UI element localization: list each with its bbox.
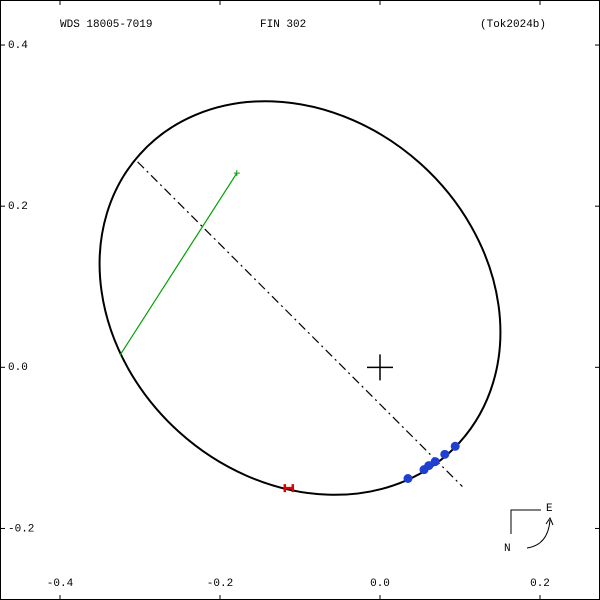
- compass-arrow: [526, 519, 551, 549]
- point: [430, 457, 440, 467]
- x-tick-label: -0.4: [47, 578, 74, 590]
- line-end-plus: [233, 170, 240, 177]
- header-left: WDS 18005-7019: [60, 19, 152, 31]
- y-tick-label: 0.4: [8, 40, 28, 52]
- line: [137, 161, 463, 487]
- header-center: FIN 302: [260, 19, 306, 31]
- y-tick-label: 0.2: [8, 201, 28, 213]
- compass-east: E: [546, 503, 553, 515]
- compass: E N: [504, 503, 554, 555]
- header-right: (Tok2024b): [480, 19, 546, 31]
- point: [440, 449, 450, 459]
- point: [450, 441, 460, 451]
- y-tick-label: -0.2: [8, 523, 34, 535]
- orbit: [98, 100, 502, 496]
- x-tick-label: 0.2: [530, 578, 550, 590]
- x-tick-label: -0.2: [207, 578, 233, 590]
- center-cross: [367, 354, 393, 381]
- y-tick-label: 0.0: [8, 362, 28, 374]
- compass-axes: [510, 509, 541, 534]
- compass-arrowhead: [545, 516, 554, 526]
- point: [403, 474, 413, 484]
- line: [119, 172, 238, 356]
- x-tick-label: 0.0: [370, 578, 390, 590]
- point: [283, 484, 295, 493]
- point: [424, 461, 434, 471]
- compass-north: N: [504, 543, 511, 555]
